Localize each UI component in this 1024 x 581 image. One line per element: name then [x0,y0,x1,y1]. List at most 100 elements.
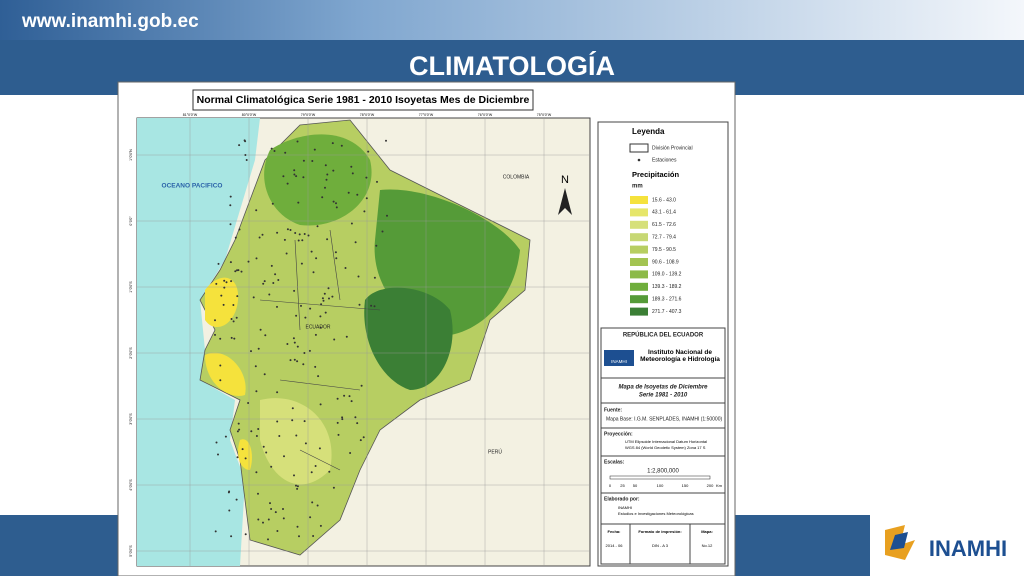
legend-label: 189.3 - 271.6 [652,297,682,303]
station [373,305,376,308]
station [349,452,352,454]
station [219,337,222,340]
station [217,262,220,265]
info-text: Fecha: [608,529,621,534]
station [340,144,343,147]
station [357,275,360,278]
station [354,416,357,419]
station [255,435,258,437]
station [230,280,233,283]
legend-swatch [630,270,648,279]
station [255,471,258,474]
logo-text: INAMHI [929,536,1007,561]
station [285,252,288,255]
station [360,384,363,387]
station [365,197,368,200]
station [310,471,313,474]
station [283,238,286,241]
info-text: Escalas: [604,459,625,465]
scale-bar [609,475,711,480]
station [359,439,362,442]
station [293,474,295,477]
legend-unit: mm [632,184,643,190]
legend-title: Leyenda [632,127,665,136]
station [295,434,298,437]
station [356,193,359,196]
legend-label: 109.0 - 139.2 [652,272,682,278]
station [363,210,366,213]
precip-zone [238,439,252,470]
station [250,350,252,353]
station [302,363,305,366]
station [376,180,378,183]
station [277,279,280,281]
station [295,484,297,487]
station [235,316,238,319]
station [318,447,321,450]
precip-zone [264,134,372,226]
station [334,251,337,254]
legend-label: 72.7 - 79.4 [652,235,676,241]
station [244,154,247,156]
station [247,402,250,404]
longitude-label: 79°0'0"W [301,113,316,117]
station [286,182,289,185]
station [367,150,370,153]
station [328,470,331,473]
precip-zone [205,352,246,396]
info-text: Mapa Base: I.G.M. SENPLADES, INAMHI (1:5… [606,416,722,422]
scale-tick-label: 150 [682,483,689,488]
station [261,233,264,236]
legend-classes: 15.6 - 43.0 43.1 - 61.4 61.5 - 72.6 72.7 - … [630,196,682,316]
station [294,232,297,234]
station [298,233,301,236]
station [236,456,239,459]
info-text: Mapa de Isoyetas de Diciembre [618,385,708,391]
station [316,225,319,228]
station [324,311,327,314]
longitude-label: 75°0'0"W [537,113,552,117]
station [219,379,222,382]
station [268,293,271,296]
station [286,343,289,345]
legend-swatch [630,258,648,266]
station [245,159,248,161]
station [295,175,298,178]
station [333,338,336,341]
station [278,435,281,437]
station [276,391,279,394]
station [229,195,232,198]
country-label: ECUADOR [305,324,330,330]
station [254,365,257,368]
station [350,222,353,225]
country-label: COLOMBIA [503,174,530,180]
station [282,508,284,510]
legend-label: 61.5 - 72.6 [652,222,676,228]
scale-tick-label: 0 [609,483,612,488]
station [322,299,325,302]
country-label: PERÚ [488,448,502,455]
station [272,282,275,284]
station [215,282,218,285]
station [302,176,305,179]
station [214,319,216,322]
latitude-label: 3°0'0"S [129,413,133,425]
station [229,223,232,226]
station [244,533,247,536]
info-logo [604,350,634,366]
station [252,296,255,299]
station [224,435,227,438]
station [309,307,312,310]
legend-label: 15.6 - 43.0 [652,197,676,203]
station [229,261,232,264]
info-text: Km [716,483,723,488]
info-text: Elaborado por: [604,496,640,502]
latitude-label: 2°0'0"S [129,347,133,359]
top-strip [0,0,1024,40]
slide-title: CLIMATOLOGÍA [409,50,615,81]
station [276,530,279,532]
station [319,315,322,318]
station [217,453,219,456]
station [332,486,335,489]
legend-swatch [630,307,648,316]
